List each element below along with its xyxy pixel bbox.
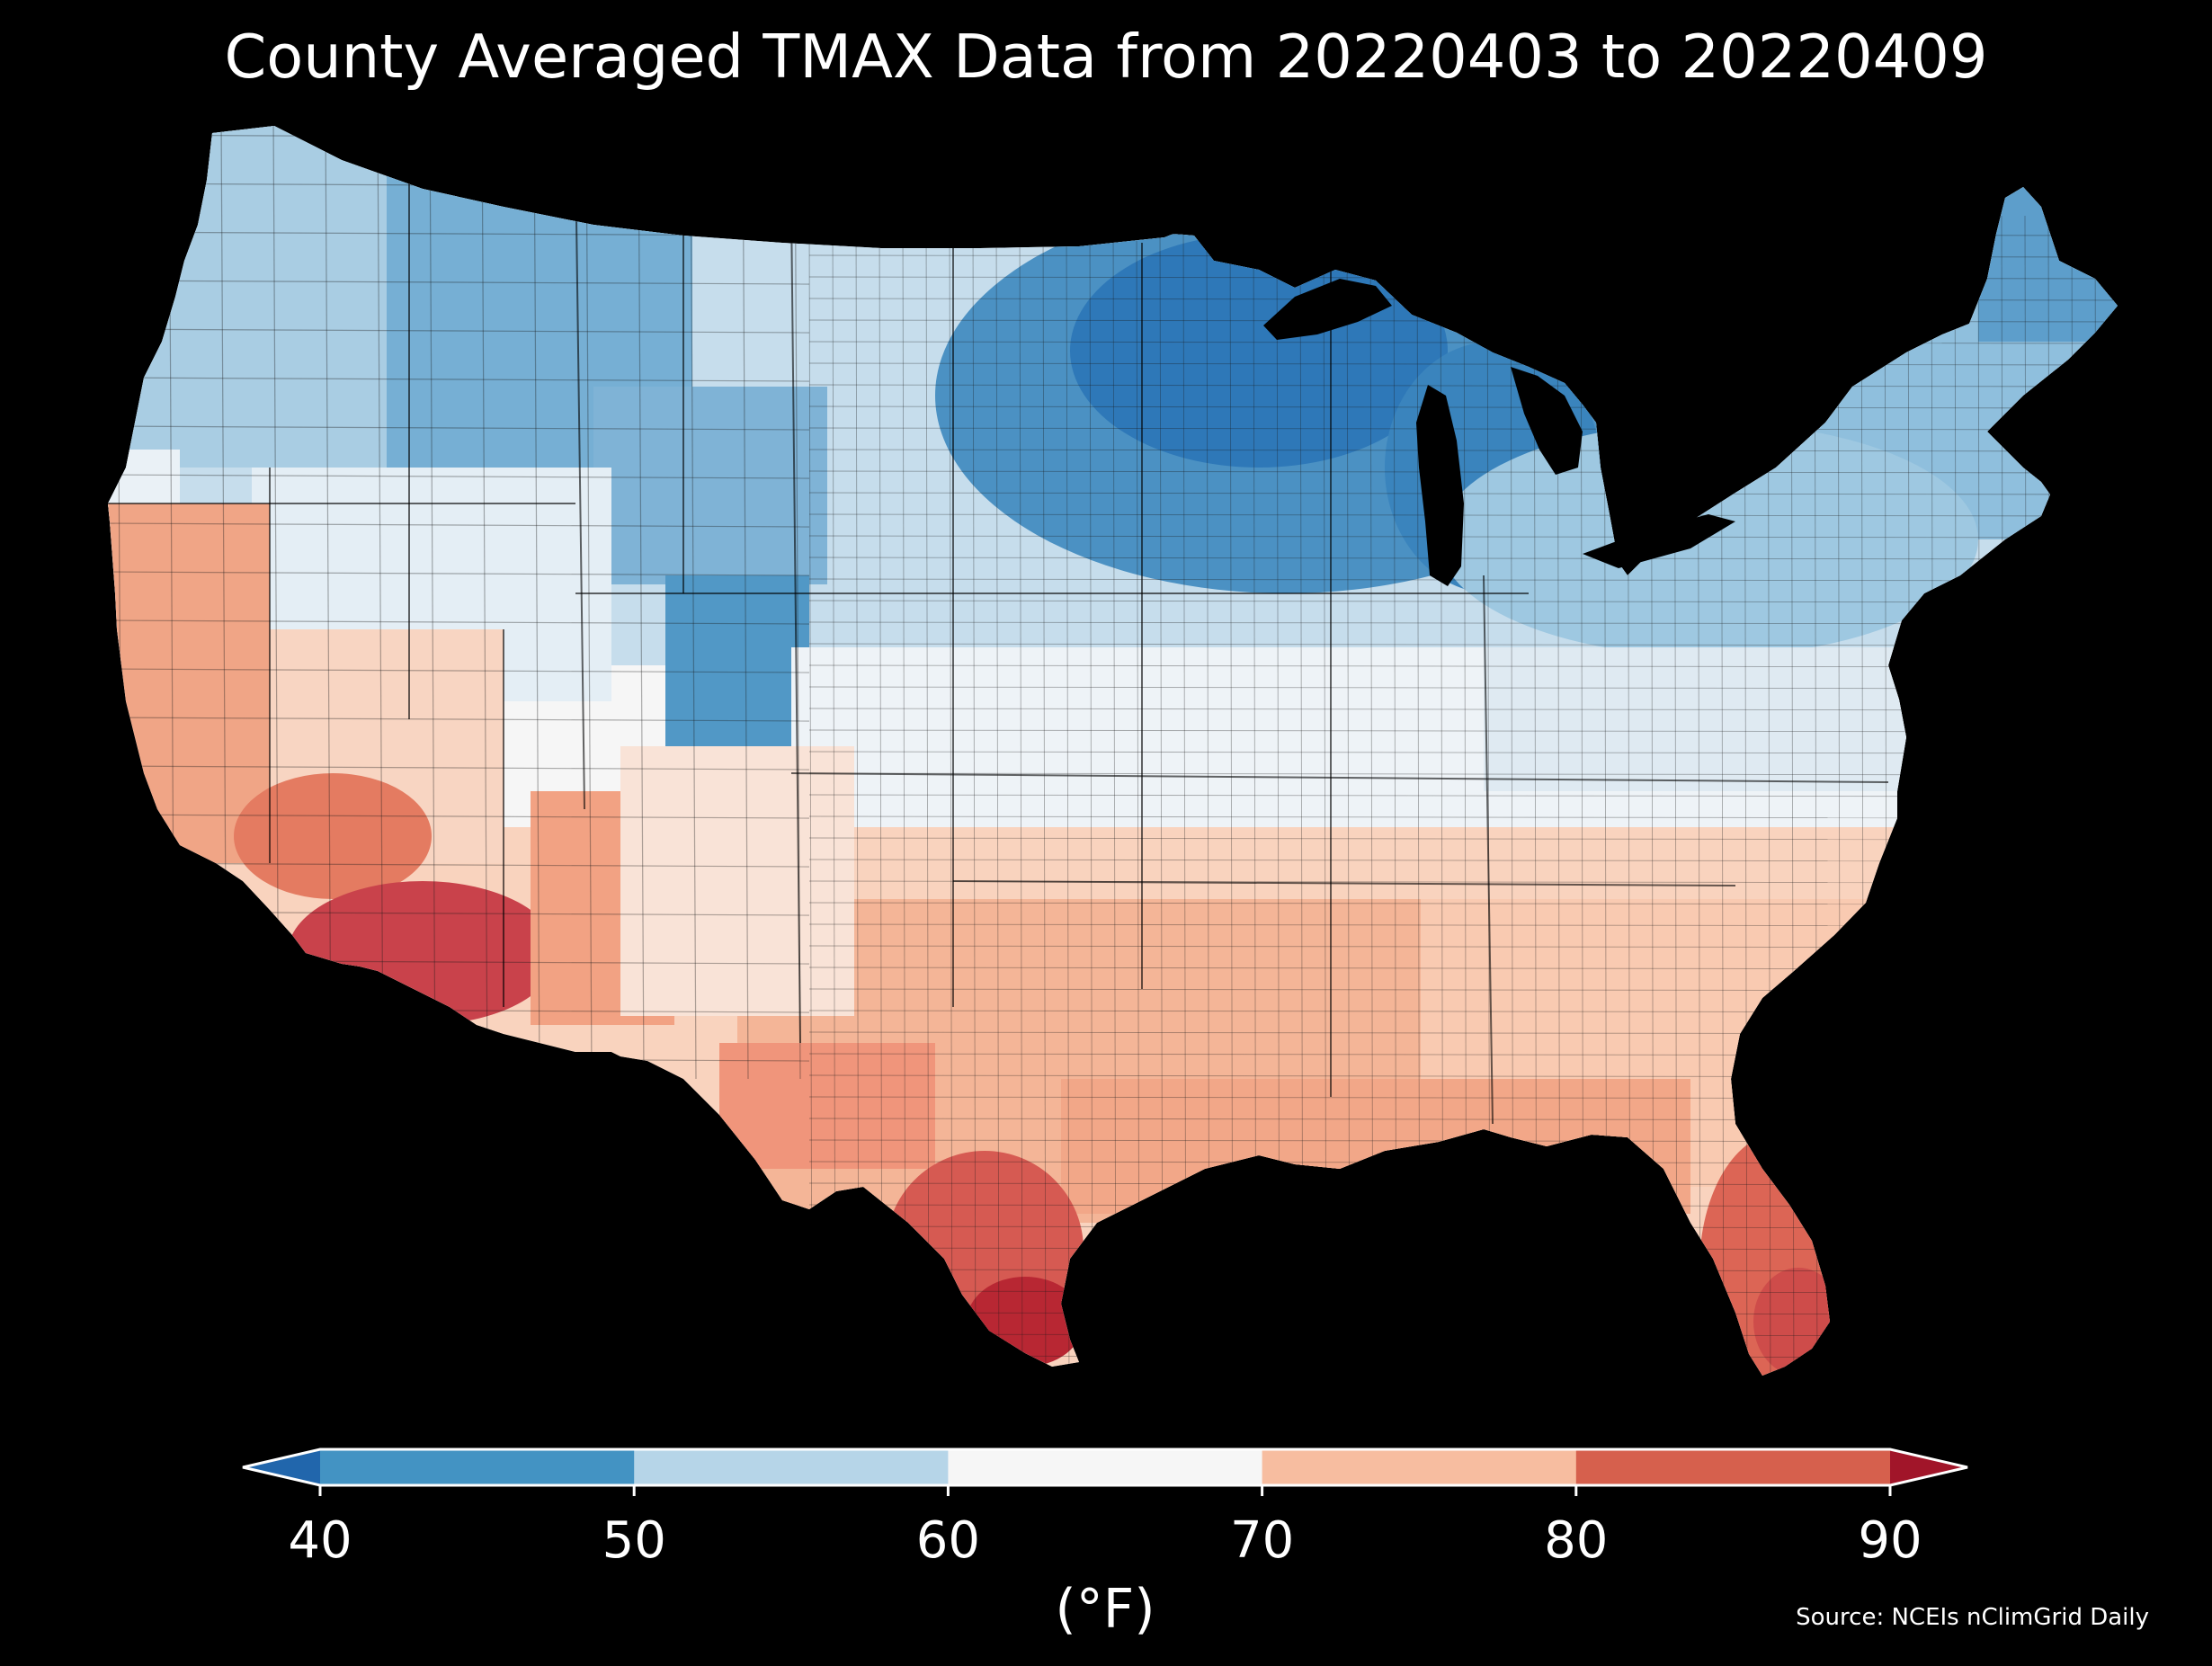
county-boundary [1089,215,1093,1376]
county-boundary [808,1355,2118,1359]
county-boundary [808,233,2118,236]
county-boundary [108,571,810,576]
lake-erie [1583,514,1735,568]
county-boundary [925,215,930,1376]
colorbar-tick-label: 40 [288,1511,352,1570]
county-boundary [1042,215,1047,1376]
county-boundary [2118,216,2121,1403]
lake-superior [1263,279,1392,340]
county-boundary [690,126,697,1080]
state-boundary [790,772,1889,783]
county-boundary [108,619,810,625]
colorbar-tick-label: 50 [602,1511,666,1570]
region-fill-south-florida [1753,1268,1843,1376]
colorbar-segment [948,1449,1263,1485]
county-boundary [808,449,2118,452]
page-title: County Averaged TMAX Data from 20220403 … [224,22,1988,92]
colorbar-unit-label: (°F) [1055,1578,1155,1641]
region-fill-mojave [234,773,432,899]
colorbar-segment [634,1449,949,1485]
county-boundary [108,134,810,139]
county-boundary [481,126,488,1080]
region-fill-new-mexico [620,746,854,1016]
colorbar-extend-high [1890,1449,1967,1485]
county-boundary [808,405,2118,409]
county-boundary [902,215,906,1376]
state-boundary [952,880,1736,886]
county-boundary [808,513,2118,517]
county-boundary [809,1399,2140,1401]
colorbar-segment [320,1449,635,1485]
county-boundary [108,717,810,722]
county-boundary [808,578,2118,582]
colorbar-tick-label: 90 [1858,1511,1922,1570]
state-boundary [1483,575,1494,1125]
county-boundary [972,215,977,1376]
county-boundary [808,492,2118,495]
county-boundary [325,126,332,1080]
county-boundary [2047,215,2052,1376]
county-boundary [809,1377,2140,1379]
county-boundary [742,126,749,1080]
region-fill-maine [1978,180,2118,342]
county-boundary [108,328,810,334]
lake-huron [1511,367,1583,475]
county-boundary [808,384,2118,388]
county-boundary [808,470,2118,474]
county-boundary [108,474,810,479]
county-boundary [1066,215,1070,1376]
county-boundary [429,126,436,1080]
colorbar-tick-label: 70 [1230,1511,1294,1570]
state-boundary [575,152,585,810]
lake-michigan [1416,385,1464,586]
colorbar-tick-label: 60 [916,1511,980,1570]
region-fill-rio-grande-valley [967,1277,1084,1367]
county-boundary [272,126,280,1080]
county-boundary [108,377,810,382]
county-boundary [533,126,540,1080]
great-lakes [1263,279,1735,586]
county-boundary [808,427,2118,431]
county-boundary [638,126,645,1080]
colorbar-segment [1262,1449,1577,1485]
county-boundary [108,425,810,431]
colorbar-tick-label: 80 [1544,1511,1608,1570]
county-boundary [2071,215,2075,1376]
region-fill-west-texas [719,1043,935,1169]
county-boundary [585,126,593,1080]
county-boundary [108,765,810,771]
county-boundary [108,814,810,819]
county-boundary [1019,215,1023,1376]
county-boundary [108,668,810,673]
region-fill-great-lakes-east [1439,423,1978,656]
county-boundary [377,126,384,1080]
region-fill-gulf-coast [1061,1079,1690,1214]
county-boundary [108,183,810,188]
county-boundary [808,535,2118,539]
region-fill-colorado-peaks [665,575,809,764]
colorbar-extend-low [243,1449,320,1485]
county-boundary [808,215,813,1376]
county-boundary [995,215,1000,1376]
region-fill-mid-atlantic [1484,647,1906,791]
region-fill-wyoming [593,387,827,584]
county-boundary [808,362,2118,366]
county-boundary [949,215,953,1376]
source-note: Source: NCEIs nClimGrid Daily [1796,1604,2149,1631]
county-boundary [1112,215,1117,1376]
county-boundary [2024,215,2029,1376]
colorbar-segment [1575,1449,1891,1485]
colorbar: 40 50 60 70 80 90 (°F) [242,1448,1968,1641]
state-boundary [790,206,801,1044]
choropleth-map [108,126,2140,1403]
county-boundary [2094,215,2099,1376]
county-boundary [808,557,2118,560]
county-boundary [108,862,810,868]
county-boundary [108,280,810,285]
region-fill-arizona-low-desert [288,881,557,1025]
county-boundary [108,522,810,528]
